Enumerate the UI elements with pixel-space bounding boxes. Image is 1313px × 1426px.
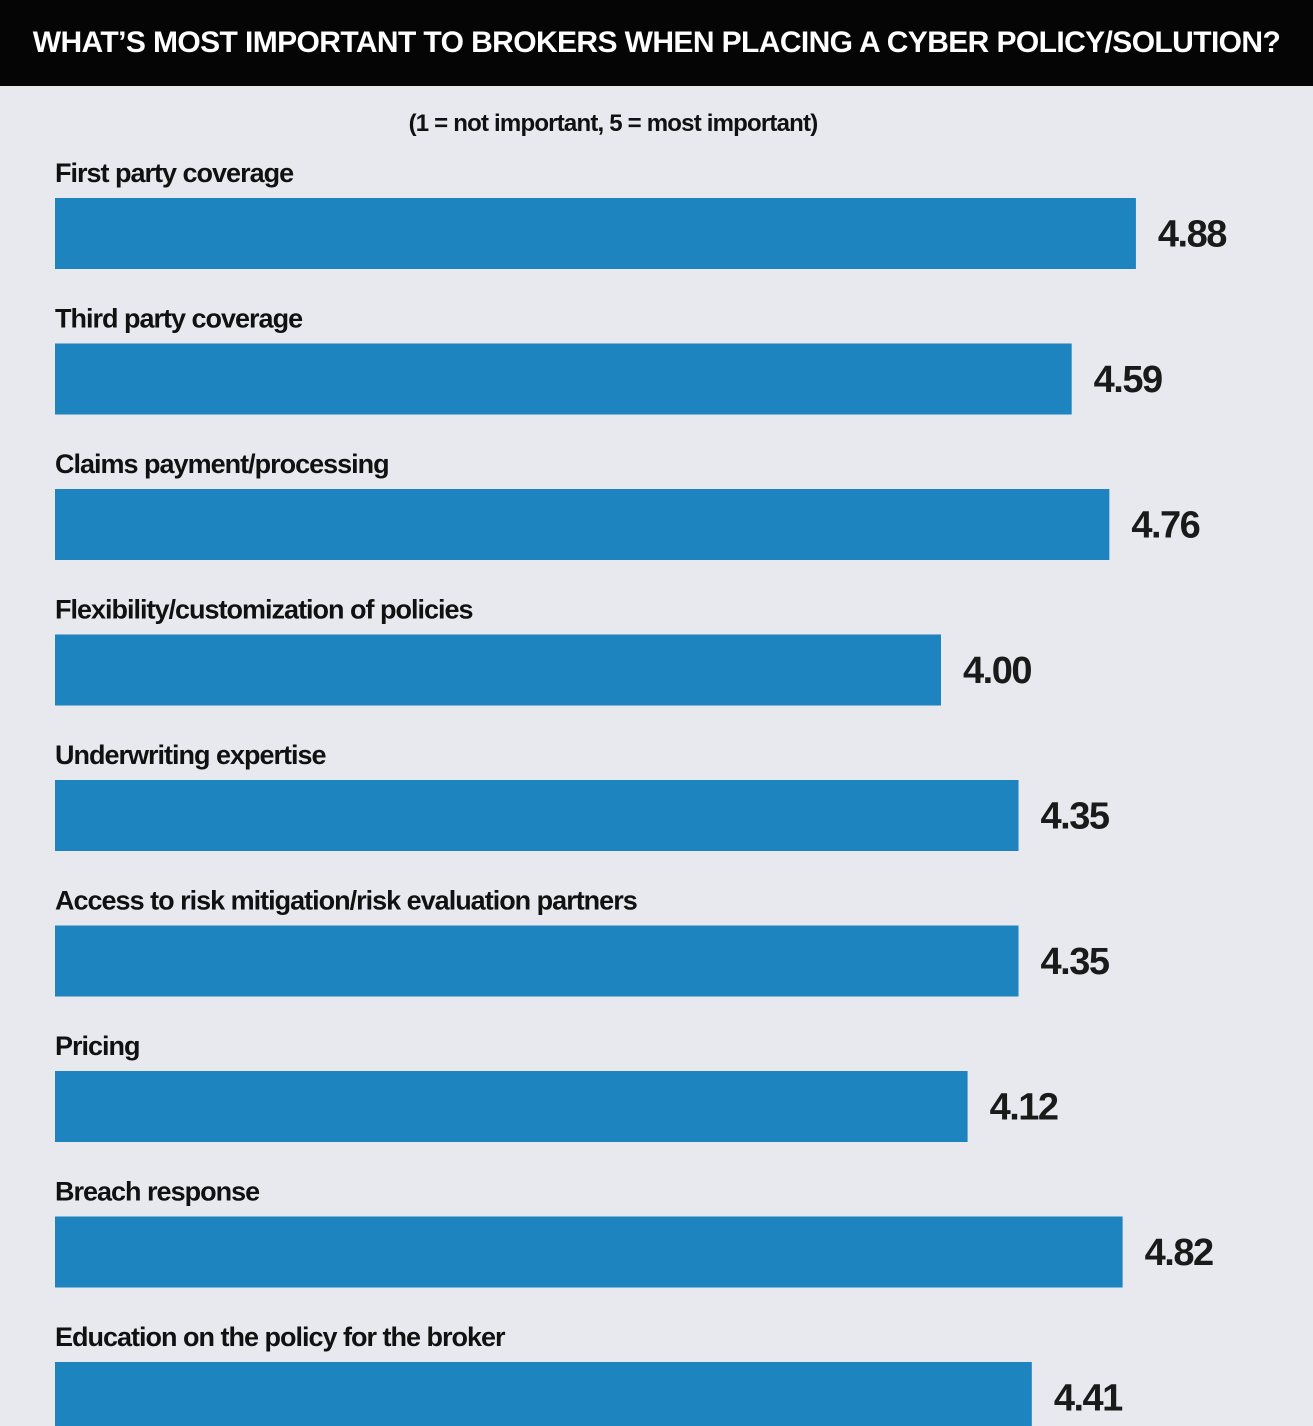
bar <box>55 1071 968 1142</box>
bars-group: First party coverage 4.88 Third party cove… <box>55 158 1228 1426</box>
category-label: Third party coverage <box>55 304 303 334</box>
bar <box>55 343 1072 415</box>
value-label: 4.35 <box>1041 796 1110 838</box>
category-label: Claims payment/processing <box>55 449 389 479</box>
bar <box>55 925 1019 997</box>
value-label: 4.88 <box>1158 214 1226 256</box>
value-label: 4.82 <box>1145 1232 1213 1274</box>
category-label: Underwriting expertise <box>55 740 327 770</box>
bar <box>55 780 1019 851</box>
bar <box>55 489 1110 560</box>
category-label: Pricing <box>55 1031 140 1061</box>
category-label: Education on the policy for the broker <box>55 1322 506 1352</box>
bar <box>55 198 1136 269</box>
chart-title: WHAT’S MOST IMPORTANT TO BROKERS WHEN PL… <box>0 0 1313 86</box>
category-label: First party coverage <box>55 158 294 188</box>
category-label: Breach response <box>55 1177 260 1207</box>
category-label: Access to risk mitigation/risk evaluatio… <box>55 886 637 916</box>
bar <box>55 1362 1032 1426</box>
value-label: 4.41 <box>1054 1378 1123 1420</box>
value-label: 4.12 <box>990 1087 1058 1129</box>
chart-subtitle: (1 = not important, 5 = most important) <box>408 110 819 137</box>
value-label: 4.35 <box>1041 941 1110 983</box>
bar <box>55 1216 1123 1288</box>
value-label: 4.76 <box>1131 505 1199 547</box>
category-label: Flexibility/customization of policies <box>55 595 473 625</box>
value-label: 4.59 <box>1094 359 1162 401</box>
value-label: 4.00 <box>963 650 1031 692</box>
bar <box>55 634 941 706</box>
